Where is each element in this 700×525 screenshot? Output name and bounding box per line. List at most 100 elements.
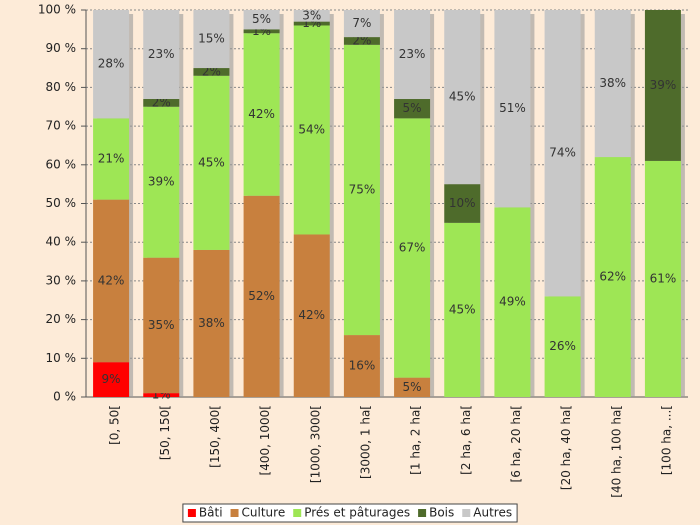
data-label: 23% [399,47,426,61]
bar-segment [193,75,230,250]
data-label: 42% [98,273,125,287]
legend-swatch [230,509,239,517]
legend-swatch [293,509,302,517]
x-tick-label: [20 ha, 40 ha[ [559,405,573,490]
legend-swatch [418,509,427,517]
bar-segment [243,33,280,196]
bar-segment [444,184,481,223]
data-label: 28% [98,57,125,71]
bar-segment [293,10,330,22]
x-tick-label: [400, 1000[ [258,405,272,475]
legend-label: Prés et pâturages [304,506,410,520]
bar-segment [193,249,230,397]
x-tick-label: [50, 150[ [158,405,172,460]
x-tick-label: [1 ha, 2 ha[ [409,405,423,475]
bar-segment [143,106,180,258]
data-label: 15% [198,32,225,46]
x-tick-label: [6 ha, 20 ha[ [509,405,523,482]
data-label: 45% [449,90,476,104]
x-tick-label: [3000, 1 ha[ [358,405,372,479]
bar-segment [93,199,130,363]
x-tick-label: [1000, 3000[ [308,405,322,483]
data-label: 38% [198,316,225,330]
bar-segment [243,10,280,30]
y-tick-label: 80 % [46,80,77,94]
bar-segment [343,37,380,45]
y-tick-label: 100 % [38,3,76,17]
bar-segment [193,68,230,76]
bar-segment [343,335,380,397]
y-tick-label: 40 % [46,235,77,249]
data-label: 5% [252,12,271,26]
legend-label: Culture [242,506,286,520]
legend-swatch [462,509,471,517]
data-label: 54% [298,122,325,136]
bar-segment [594,157,631,397]
x-tick-label: [40 ha, 100 ha[ [609,405,623,498]
x-tick-label: [150, 400[ [208,405,222,468]
data-label: 10% [449,196,476,210]
bar-segment [293,21,330,26]
bar-segment [293,234,330,397]
y-tick-label: 20 % [46,312,77,326]
y-tick-label: 0 % [53,390,76,404]
y-tick-label: 30 % [46,273,77,287]
legend-label: Bâti [199,506,223,520]
bar-segment [644,160,681,397]
legend-label: Autres [473,506,512,520]
bar-segment [143,10,180,100]
bar-segment [243,195,280,397]
data-label: 26% [549,339,576,353]
bar-segment [143,257,180,394]
bar-segment [143,393,180,397]
bar-segment [93,362,130,397]
data-label: 61% [650,271,677,285]
data-label: 16% [349,359,376,373]
data-label: 75% [349,182,376,196]
bar-segment [494,207,531,397]
bar-segment [343,10,380,38]
data-label: 39% [148,175,175,189]
data-label: 35% [148,318,175,332]
bar-segment [444,222,481,397]
data-label: 9% [102,372,121,386]
bar-segment [444,10,481,185]
data-label: 45% [198,155,225,169]
bar-segment [544,296,581,397]
data-label: 38% [599,76,626,90]
data-label: 5% [403,380,422,394]
x-tick-label: [0, 50[ [108,405,122,445]
y-tick-label: 50 % [46,196,77,210]
bar-segment [143,99,180,107]
data-label: 62% [599,270,626,284]
data-label: 49% [499,295,526,309]
data-label: 74% [549,146,576,160]
data-label: 7% [352,16,371,30]
bar-segment [193,10,230,69]
bar-segment [293,25,330,235]
bar-segment [93,118,130,200]
bar-segment [394,377,431,397]
legend-box [182,503,518,523]
legend-swatch [187,509,196,517]
bar-segment [343,44,380,336]
data-label: 5% [403,101,422,115]
bar-segment [494,10,531,208]
legend-label: Bois [429,506,454,520]
data-label: 52% [248,289,275,303]
bar-segment [594,10,631,158]
data-label: 42% [248,107,275,121]
data-label: 67% [399,241,426,255]
y-tick-label: 90 % [46,41,77,55]
y-tick-label: 70 % [46,119,77,133]
bar-segment [644,10,681,161]
data-label: 45% [449,302,476,316]
legend: Bâti Culture Prés et pâturages Bois Autres [182,503,518,523]
data-label: 51% [499,101,526,115]
data-label: 21% [98,151,125,165]
bar-segment [394,10,431,100]
data-label: 3% [302,8,321,22]
x-tick-label: [100 ha, ...[ [659,405,673,475]
bar-segment [394,99,431,119]
bar-segment [544,10,581,297]
